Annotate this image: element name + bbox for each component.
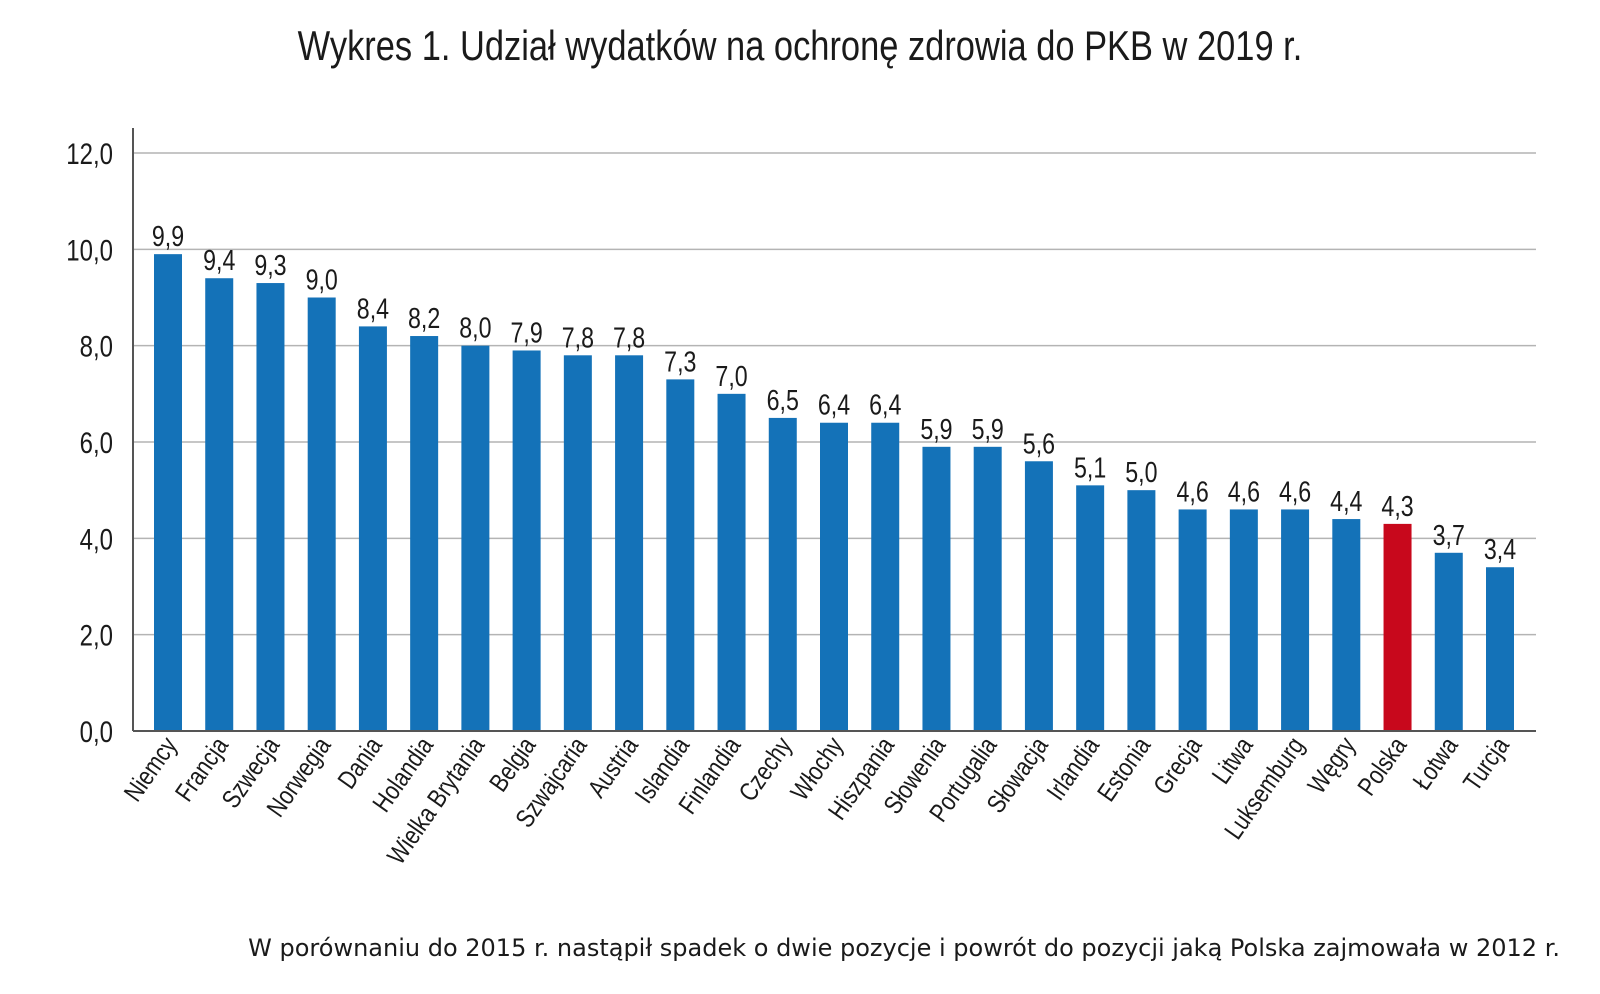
data-label: 7,0 [715,359,747,392]
bar [615,355,644,731]
data-label: 4,6 [1279,475,1311,508]
footnote: W porównaniu do 2015 r. nastąpił spadek … [248,934,1560,962]
data-label: 5,0 [1125,456,1157,489]
data-label: 4,4 [1330,485,1362,518]
data-label: 6,4 [869,388,901,421]
x-tick-label: Łotwa [1407,731,1464,795]
bar [871,422,900,731]
data-label: 3,4 [1484,533,1516,566]
data-label: 8,4 [357,292,389,325]
bar [1178,509,1207,731]
data-label: 9,9 [152,220,184,253]
x-tick-label: Niemcy [118,732,183,807]
bars [154,254,1514,731]
x-tick-label: Estonia [1092,731,1157,807]
bar [512,350,541,731]
data-label: 8,2 [408,302,440,335]
x-tick-label: Irlandia [1041,731,1106,806]
data-label: 5,6 [1023,427,1055,460]
bar [922,446,951,731]
x-axis-tick-labels: NiemcyFrancjaSzwecjaNorwegiaDaniaHolandi… [118,731,1515,870]
x-tick-label: Polska [1352,731,1413,801]
bar [1076,485,1105,731]
bar [717,393,746,731]
bar [1383,523,1412,731]
bar [410,336,439,731]
bar [256,283,285,731]
bar [205,278,234,731]
data-labels: 9,9 9,4 9,3 9,0 8,4 8,2 8,0 7,9 7,8 7,8 7,3 7,0 6,5 6… [152,220,1516,566]
x-tick-label: Grecja [1148,731,1209,800]
data-label: 3,7 [1433,518,1465,551]
bar [307,297,336,731]
data-label: 6,5 [767,383,799,416]
y-axis-tick-labels: 0,0 2,0 4,0 6,0 8,0 10,0 12,0 [66,136,113,748]
bar [154,254,182,731]
data-label: 9,0 [306,263,338,296]
data-label: 7,8 [613,321,645,354]
bar [1486,567,1514,731]
y-tick-label: 2,0 [80,618,113,652]
y-tick-label: 12,0 [66,136,113,170]
y-tick-label: 10,0 [66,233,113,267]
data-label: 8,0 [459,311,491,344]
bar [1281,509,1310,731]
y-tick-label: 4,0 [80,522,113,556]
data-label: 5,9 [972,412,1004,445]
bar [666,379,695,731]
y-tick-label: 0,0 [80,714,113,748]
data-label: 7,9 [510,316,542,349]
data-label: 4,3 [1381,489,1413,522]
bar [973,446,1002,731]
bar [820,422,848,731]
chart-title: Wykres 1. Udział wydatków na ochronę zdr… [297,22,1303,69]
data-label: 5,1 [1074,451,1106,484]
data-label: 7,3 [664,345,696,378]
bar [1434,552,1463,731]
data-label: 7,8 [562,321,594,354]
data-label: 5,9 [920,412,952,445]
data-label: 4,6 [1176,475,1208,508]
x-tick-label: Turcja [1458,731,1516,796]
y-tick-label: 8,0 [80,329,113,363]
bar [563,355,592,731]
bar [1024,461,1053,731]
bar [1229,509,1258,731]
bar [1127,490,1156,731]
data-label: 4,6 [1228,475,1260,508]
x-tick-label: Czechy [733,732,798,807]
bar [1332,519,1361,731]
bar [461,345,490,731]
data-label: 9,3 [254,249,286,282]
bar [768,417,797,731]
x-tick-label: Węgry [1302,732,1362,799]
y-tick-label: 6,0 [80,425,113,459]
data-label: 6,4 [818,388,850,421]
data-label: 9,4 [203,244,235,277]
bar [358,326,387,731]
